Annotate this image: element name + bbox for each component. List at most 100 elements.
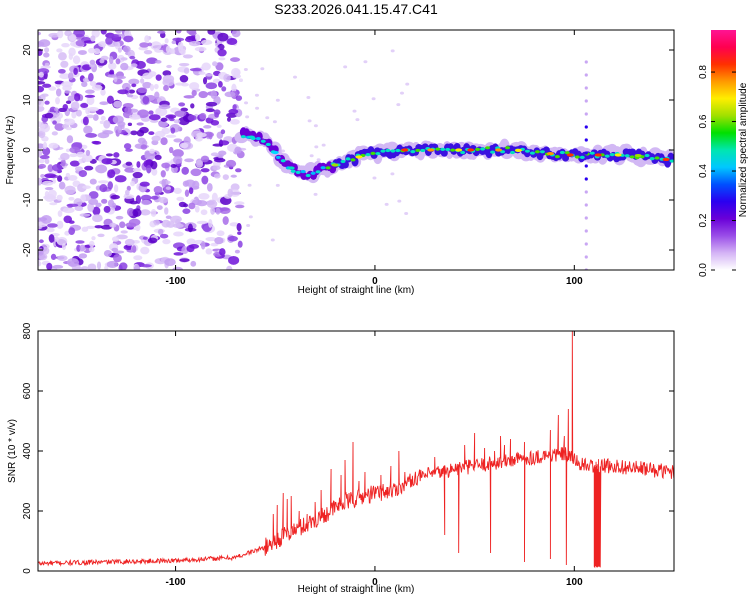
spectrogram-noise-blob xyxy=(128,78,140,85)
spectrogram-ridge-highlight xyxy=(460,150,466,155)
spectrogram-noise-blob xyxy=(125,222,137,228)
spectrogram-noise-blob xyxy=(57,210,63,218)
spectrogram-noise-blob xyxy=(215,207,221,215)
spectrogram-noise-blob xyxy=(210,119,220,126)
spectrogram-noise-blob xyxy=(384,202,389,206)
spectrogram-noise-blob xyxy=(95,202,102,208)
spectrogram-noise-blob xyxy=(76,109,82,117)
spectrogram-noise-blob xyxy=(38,177,42,186)
spectrogram-noise-blob xyxy=(173,138,183,143)
spectrogram-noise-blob xyxy=(47,164,54,172)
spectrogram-noise-blob xyxy=(404,211,409,215)
spectrogram-noise-blob xyxy=(314,145,319,149)
spectrogram-ridge-peak xyxy=(287,166,295,170)
spectrogram-noise-blob xyxy=(195,34,201,42)
spectrogram-ridge-highlight xyxy=(370,151,376,155)
spectrogram-noise-blob xyxy=(355,118,360,122)
spectrogram-noise-blob xyxy=(67,258,80,267)
spectrogram-noise-blob xyxy=(144,150,151,158)
spectrogram-noise-blob xyxy=(42,141,48,150)
spectrogram-noise-blob xyxy=(217,32,229,42)
spectrogram-noise-blob xyxy=(142,81,152,89)
spectrogram-ridge-highlight xyxy=(300,169,306,174)
spectrogram-ridge-highlight xyxy=(450,148,456,152)
spectrogram-noise-blob xyxy=(175,82,185,86)
spectrogram-noise-blob xyxy=(343,65,348,69)
spectrogram-noise-blob xyxy=(89,240,95,248)
spectrogram-noise-blob xyxy=(151,135,161,142)
spectrogram-noise-blob xyxy=(135,224,141,232)
spectrogram-x-tick-label: -100 xyxy=(166,276,186,287)
spectrogram-noise-blob xyxy=(118,264,123,270)
spectrogram-noise-blob xyxy=(71,110,77,119)
spectrogram-noise-blob xyxy=(65,127,72,131)
spectrogram-noise-blob xyxy=(100,55,109,61)
spectrogram-noise-blob xyxy=(213,158,226,163)
spectrogram-noise-blob xyxy=(133,255,143,261)
spectrogram-noise-blob xyxy=(74,93,81,102)
spectrogram-noise-blob xyxy=(132,171,143,179)
spectrogram-ridge-highlight xyxy=(395,148,401,153)
spectrogram-noise-blob xyxy=(82,154,93,163)
spectrogram-noise-blob xyxy=(100,89,106,96)
spectrogram-noise-blob xyxy=(54,123,65,131)
spectrogram-noise-blob xyxy=(205,236,217,242)
spectrogram-noise-blob xyxy=(87,106,99,112)
spectrogram-noise-blob xyxy=(177,41,184,50)
spectrogram-noise-blob xyxy=(97,132,110,139)
spectrogram-noise-blob xyxy=(65,148,71,153)
spectrogram-noise-blob xyxy=(255,106,260,110)
spectrogram-noise-blob xyxy=(153,186,163,194)
spectrogram-noise-blob xyxy=(158,196,169,204)
spectrogram-noise-blob xyxy=(60,158,66,167)
spectrogram-noise-blob xyxy=(44,187,54,191)
spectrogram-vertical-streak xyxy=(584,60,588,64)
spectrogram-noise-blob xyxy=(139,78,145,84)
spectrogram-noise-blob xyxy=(133,264,141,270)
colorbar-tick-label: 0.8 xyxy=(698,65,709,79)
spectrogram-noise-blob xyxy=(86,96,95,106)
spectrogram-ridge-highlight xyxy=(390,149,396,153)
spectrogram-noise-blob xyxy=(129,200,138,205)
spectrogram-ridge-peak xyxy=(634,153,642,158)
spectrogram-y-tick-label: -20 xyxy=(22,242,33,257)
spectrogram-noise-blob xyxy=(190,168,202,177)
spectrogram-ridge-peak xyxy=(514,148,522,152)
spectrogram-noise-blob xyxy=(148,110,154,115)
spectrogram-plot-area xyxy=(38,30,674,270)
spectrogram-noise-blob xyxy=(139,42,149,48)
spectrogram-noise-blob xyxy=(140,246,150,255)
spectrogram-noise-blob xyxy=(149,148,155,154)
spectrogram-noise-blob xyxy=(124,238,135,246)
spectrogram-ridge-highlight xyxy=(529,151,535,155)
spectrogram-noise-blob xyxy=(38,105,45,113)
spectrogram-noise-blob xyxy=(73,67,78,76)
spectrogram-noise-blob xyxy=(105,153,113,157)
spectrogram-noise-blob xyxy=(58,181,66,190)
spectrogram-noise-blob xyxy=(281,149,286,153)
spectrogram-noise-blob xyxy=(68,47,76,57)
spectrogram-noise-blob xyxy=(228,255,240,265)
spectrogram-ridge-highlight xyxy=(295,170,301,175)
spectrogram-noise-blob xyxy=(178,102,186,107)
spectrogram-noise-blob xyxy=(87,47,96,54)
spectrogram-noise-blob xyxy=(194,205,200,213)
spectrogram-noise-blob xyxy=(206,183,213,192)
spectrogram-noise-blob xyxy=(230,57,241,62)
colorbar-tick-label: 0.2 xyxy=(698,213,709,227)
spectrogram-noise-blob xyxy=(96,261,102,270)
spectrogram-noise-blob xyxy=(248,215,253,219)
spectrogram-noise-blob xyxy=(170,127,176,134)
spectrogram-ridge-highlight xyxy=(589,151,595,155)
spectrogram-noise-blob xyxy=(47,189,57,199)
spectrogram-noise-blob xyxy=(208,218,213,228)
snr-y-tick-label: 0 xyxy=(22,568,33,574)
spectrogram-noise-blob xyxy=(109,222,117,228)
snr-panel: -100 0 100 0 200 400 600 800 Height of straight… xyxy=(7,322,675,595)
spectrogram-noise-blob xyxy=(92,206,101,216)
spectrogram-noise-blob xyxy=(38,71,44,78)
spectrogram-noise-blob xyxy=(100,224,113,230)
spectrogram-ridge-highlight xyxy=(320,166,326,170)
spectrogram-noise-blob xyxy=(219,248,226,256)
